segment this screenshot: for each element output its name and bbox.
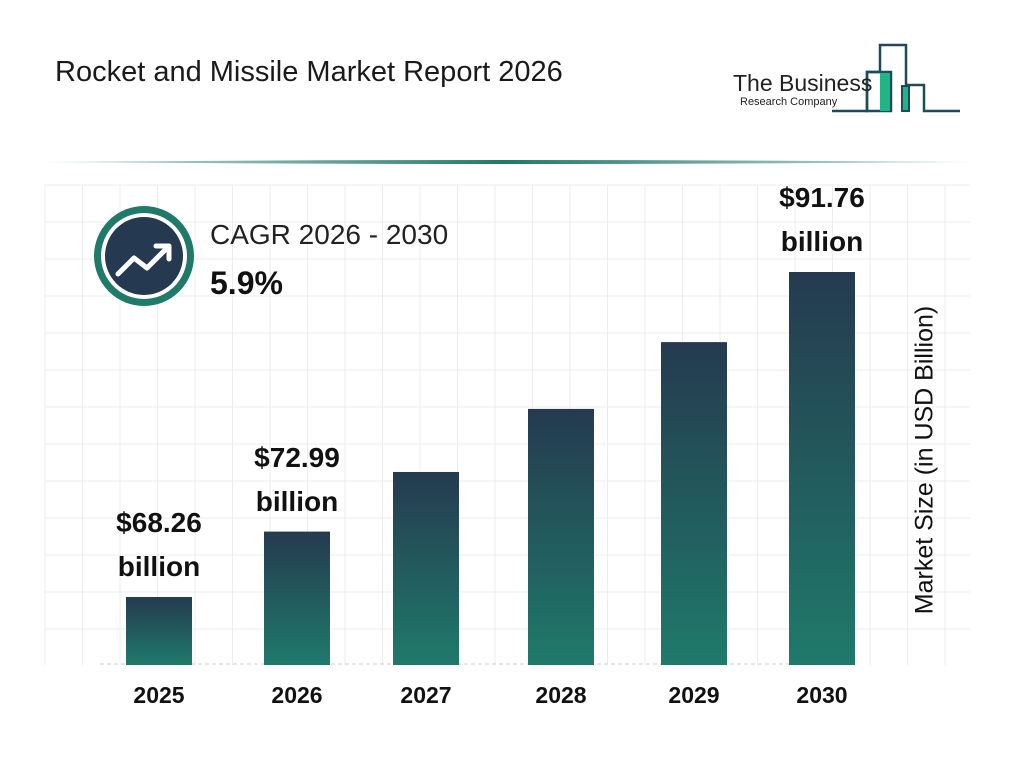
data-label-2025: $68.26 billion bbox=[116, 501, 202, 589]
company-logo: The Business Research Company bbox=[720, 30, 970, 120]
data-label-amount: $91.76 bbox=[779, 182, 865, 213]
data-label-unit: billion bbox=[117, 551, 201, 582]
y-axis-label: Market Size (in USD Billion) bbox=[910, 305, 939, 615]
bar-2029 bbox=[661, 342, 727, 665]
logo-text-line2: Research Company bbox=[740, 96, 838, 108]
data-label-amount: $72.99 bbox=[254, 441, 340, 473]
x-tick-label: 2027 bbox=[400, 682, 452, 708]
bar-2030 bbox=[789, 272, 855, 665]
page-title: Rocket and Missile Market Report 2026 bbox=[55, 56, 563, 88]
bar-2028 bbox=[528, 408, 594, 665]
cagr-value: 5.9% bbox=[210, 265, 283, 301]
data-label-unit: billion bbox=[255, 485, 339, 517]
x-tick-label: 2030 bbox=[796, 682, 848, 708]
bar-2026 bbox=[264, 531, 330, 665]
x-tick-label: 2029 bbox=[668, 682, 720, 708]
logo-text-line1: The Business bbox=[733, 70, 873, 96]
header-divider bbox=[40, 160, 970, 164]
x-tick-label: 2028 bbox=[535, 682, 587, 708]
data-label-2030: $91.76 billion bbox=[779, 176, 865, 264]
x-tick-label: 2026 bbox=[271, 682, 323, 708]
bar-2025 bbox=[126, 597, 192, 665]
data-label-amount: $68.26 bbox=[116, 507, 202, 538]
bar-2027 bbox=[393, 471, 459, 665]
x-tick-label: 2025 bbox=[133, 682, 185, 708]
cagr-label: CAGR 2026 - 2030 bbox=[210, 219, 449, 250]
data-label-unit: billion bbox=[780, 226, 864, 257]
data-label-2026: $72.99 billion bbox=[254, 436, 340, 524]
logo-buildings-icon bbox=[832, 43, 960, 113]
cagr-trend-icon bbox=[94, 206, 194, 306]
